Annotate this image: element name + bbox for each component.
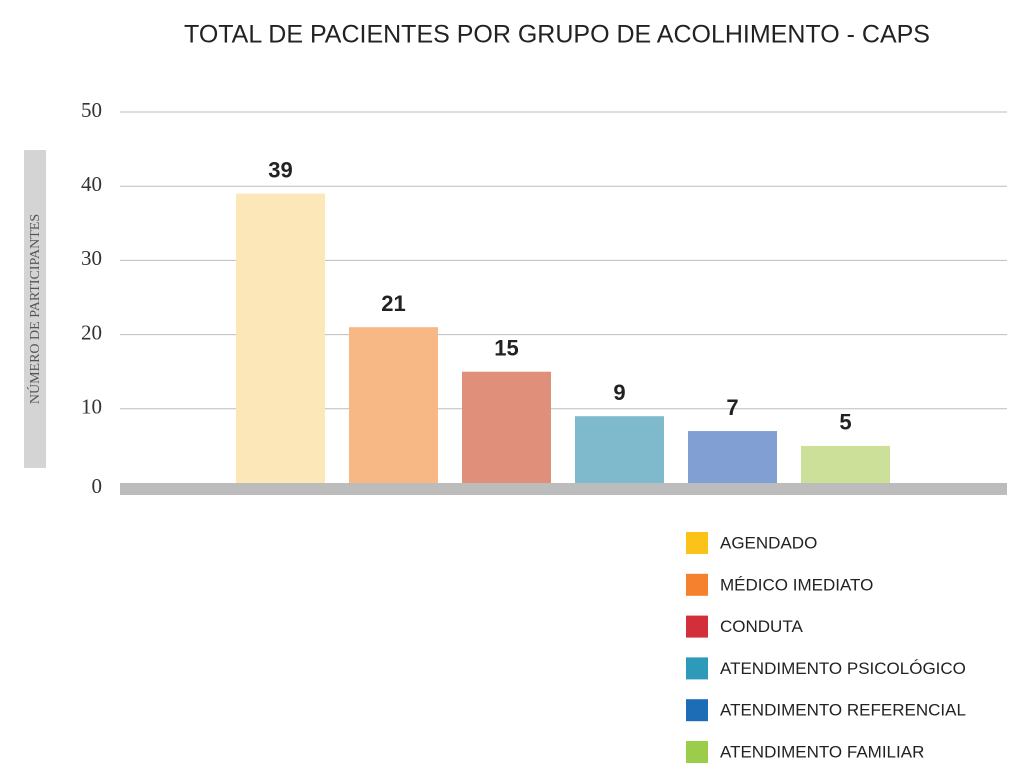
legend-label: ATENDIMENTO REFERENCIAL: [720, 701, 966, 720]
legend-swatch: [686, 615, 708, 638]
y-tick-label: 10: [81, 395, 102, 419]
y-axis-label: NÚMERO DE PARTICIPANTES: [26, 214, 43, 404]
y-tick-label: 30: [81, 246, 102, 270]
legend-swatch: [686, 699, 708, 722]
y-label-box: [24, 150, 46, 468]
legend-swatch: [686, 532, 708, 554]
legend-swatch: [686, 573, 708, 596]
legend-label: CONDUTA: [720, 617, 803, 636]
legend-swatch: [686, 741, 708, 763]
y-tick-label: 20: [81, 320, 102, 344]
bar: [575, 416, 664, 483]
value-label: 39: [268, 157, 292, 182]
bar: [688, 431, 777, 483]
value-label: 7: [726, 395, 738, 420]
value-label: 21: [381, 291, 405, 316]
value-label: 15: [494, 336, 518, 361]
bar: [236, 193, 325, 483]
legend-label: ATENDIMENTO PSICOLÓGICO: [720, 659, 966, 678]
legend-swatch: [686, 657, 708, 680]
chart-title: TOTAL DE PACIENTES POR GRUPO DE ACOLHIME…: [184, 21, 930, 49]
legend-label: MÉDICO IMEDIATO: [720, 575, 873, 594]
value-label: 5: [839, 410, 851, 435]
bar: [349, 327, 438, 483]
legend-label: ATENDIMENTO FAMILIAR: [720, 742, 924, 761]
value-label: 9: [613, 380, 625, 405]
y-tick-label: 40: [81, 172, 102, 196]
bar: [462, 371, 551, 483]
y-tick-label: 50: [81, 98, 102, 122]
bar: [801, 445, 890, 483]
baseline: [120, 483, 1007, 495]
y-tick-label: 0: [92, 474, 103, 498]
legend-label: AGENDADO: [720, 533, 817, 552]
